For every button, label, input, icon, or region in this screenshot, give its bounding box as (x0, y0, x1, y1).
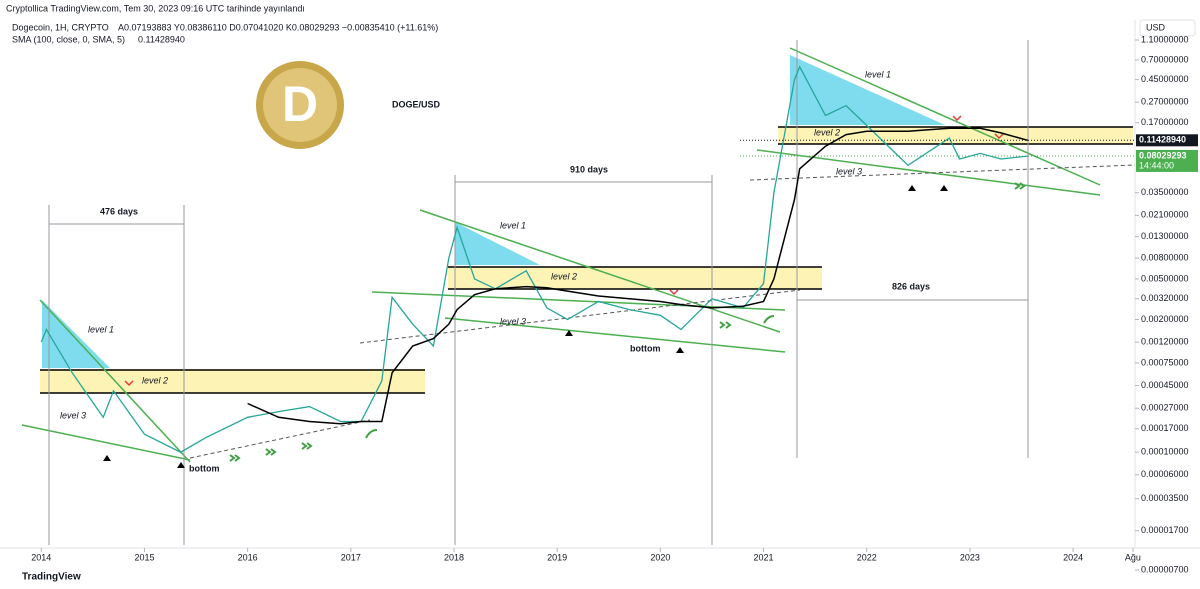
y-tick-label: 0.01300000 (1141, 231, 1189, 241)
x-tick-label: 2015 (134, 552, 154, 562)
symbol-name: Dogecoin, 1H, CRYPTO (12, 22, 109, 32)
y-tick-label: 0.00006000 (1141, 469, 1189, 479)
x-tick-label: 2022 (857, 552, 877, 562)
price-label: 0.08029293 (1139, 150, 1187, 160)
x-tick-label: 2020 (650, 552, 670, 562)
y-tick-label: 0.00200000 (1141, 314, 1189, 324)
series-line (247, 127, 1028, 425)
price-label-box (1136, 134, 1198, 147)
y-tick-label: 0.00500000 (1141, 273, 1189, 283)
countdown: 14:44:00 (1139, 160, 1174, 170)
annotation: level 3 (500, 316, 526, 326)
y-tick-label: 0.00800000 (1141, 252, 1189, 262)
currency: USD (1146, 22, 1166, 32)
price-label: 0.11428940 (1139, 135, 1186, 145)
y-tick-label: 1.10000000 (1141, 34, 1189, 44)
svg-text:D: D (282, 76, 318, 132)
y-tick-label: 0.00010000 (1141, 447, 1189, 457)
footer: TradingView (22, 572, 81, 583)
annotation: level 3 (60, 410, 86, 420)
y-tick-label: 0.00120000 (1141, 337, 1189, 347)
series-line (40, 65, 1028, 453)
sma-name: SMA (100, close, 0, SMA, 5) (12, 34, 125, 44)
y-tick-label: 0.17000000 (1141, 117, 1189, 127)
annotation: 826 days (892, 281, 930, 291)
annotation: level 2 (814, 127, 840, 137)
y-tick-label: 0.00027000 (1141, 403, 1189, 413)
y-tick-label: 0.27000000 (1141, 97, 1189, 107)
x-tick-label: 2021 (754, 552, 774, 562)
annotation: level 2 (551, 271, 577, 281)
x-tick-label: 2014 (31, 552, 51, 562)
annotation: DOGE/USD (392, 99, 441, 109)
y-tick-label: 0.00075000 (1141, 357, 1189, 367)
y-tick-label: 0.00003500 (1141, 493, 1189, 503)
y-tick-label: 0.00320000 (1141, 293, 1189, 303)
annotation: bottom (630, 343, 661, 353)
annotation: level 1 (500, 220, 526, 230)
y-tick-label: 0.00001700 (1141, 525, 1189, 535)
annotation: level 1 (865, 69, 891, 79)
annotation: 910 days (570, 164, 608, 174)
annotation: level 2 (142, 375, 168, 385)
y-tick-label: 0.03500000 (1141, 187, 1189, 197)
annotation: level 1 (88, 324, 114, 334)
x-tick-label: 2019 (547, 552, 567, 562)
y-tick-label: 0.45000000 (1141, 74, 1189, 84)
price-label-box (1136, 149, 1198, 172)
x-tick-label: 2016 (238, 552, 258, 562)
published-note: Cryptollica TradingView.com, Tem 30, 202… (6, 3, 305, 13)
annotation: bottom (189, 463, 220, 473)
x-tick-label: 2017 (341, 552, 361, 562)
x-tick-label: Ağu (1125, 552, 1141, 562)
sma-value: 0.11428940 (138, 34, 185, 44)
y-tick-label: 0.02100000 (1141, 210, 1189, 220)
y-tick-label: 0.00017000 (1141, 423, 1189, 433)
x-tick-label: 2023 (960, 552, 980, 562)
y-tick-label: 0.00045000 (1141, 380, 1189, 390)
currency-box[interactable] (1139, 19, 1196, 37)
x-tick-label: 2018 (444, 552, 464, 562)
ohlc: A0.07193883 Y0.08386110 D0.07041020 K0.0… (118, 22, 438, 32)
y-tick-label: 0.70000000 (1141, 54, 1189, 64)
annotation: 476 days (100, 206, 138, 216)
y-tick-label: 0.00000700 (1141, 564, 1189, 574)
annotation: level 3 (836, 166, 862, 176)
x-tick-label: 2024 (1063, 552, 1083, 562)
